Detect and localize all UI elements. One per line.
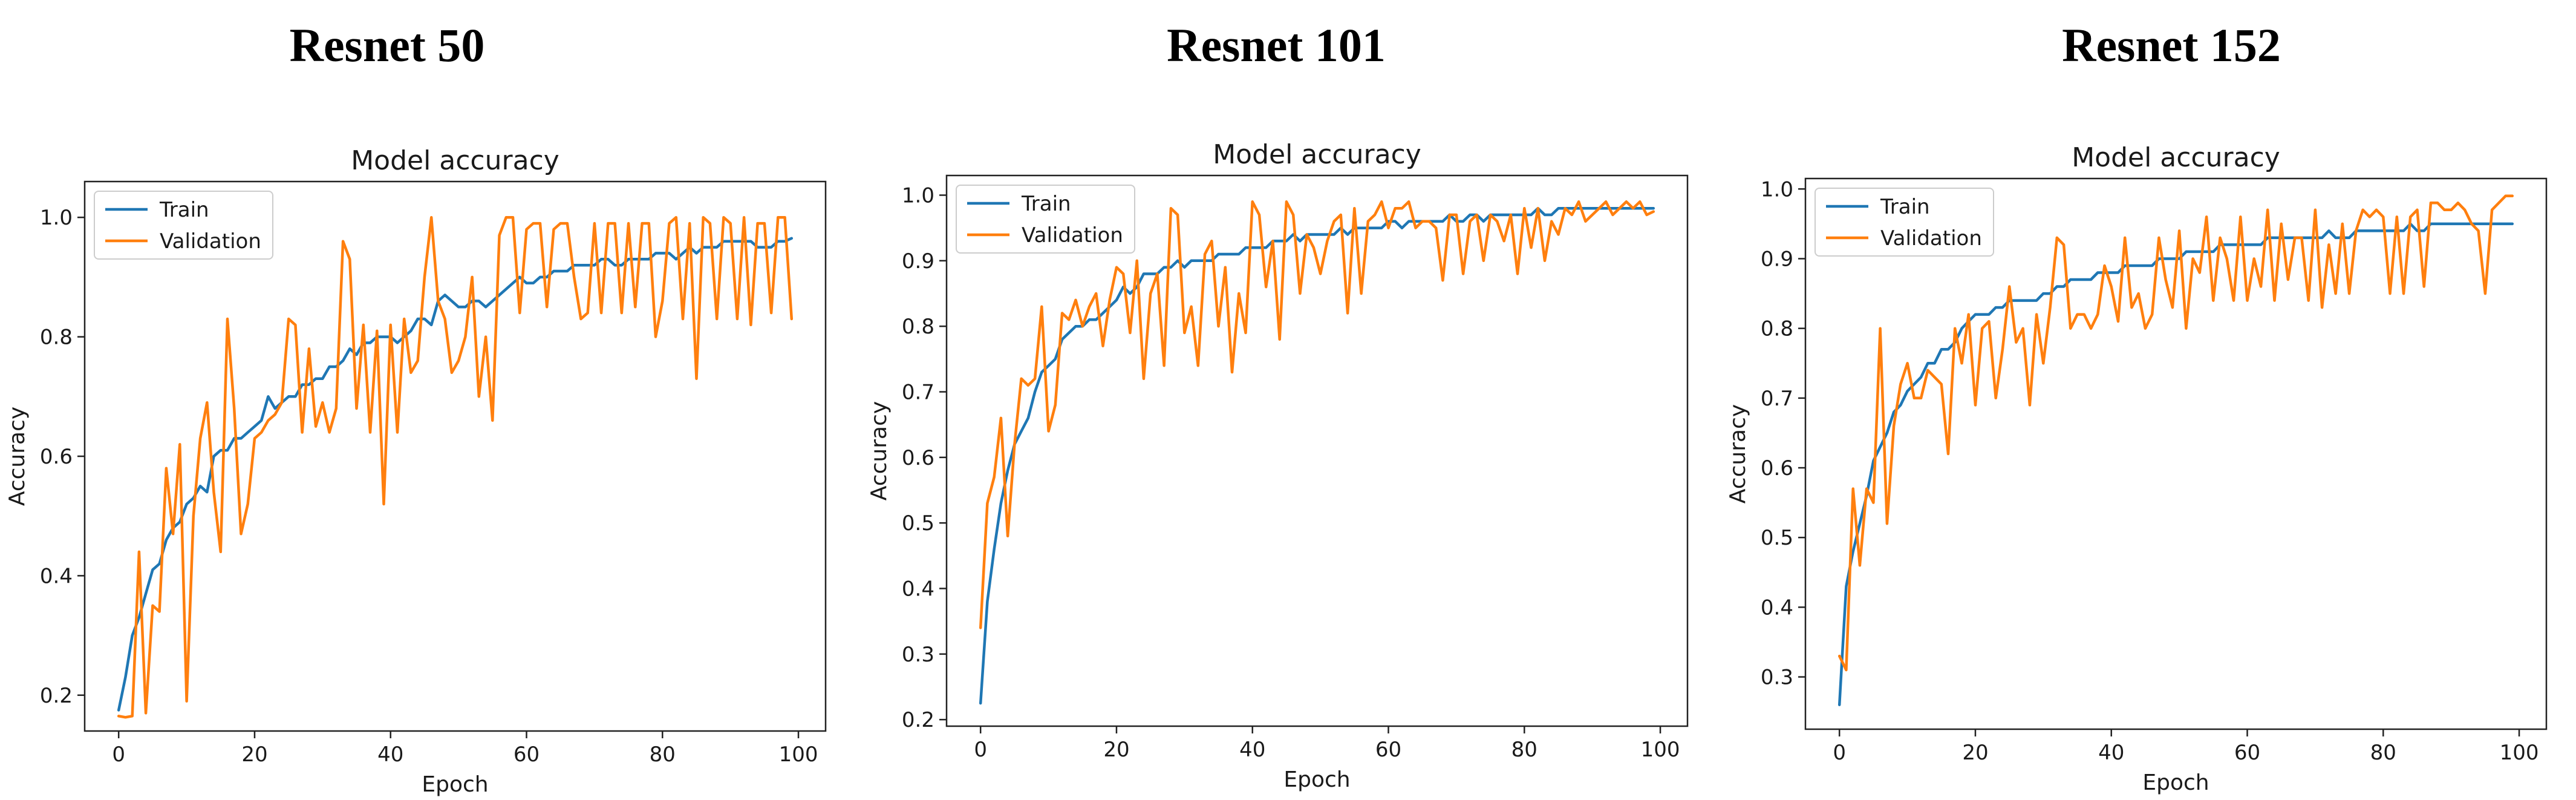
y-axis-label: Accuracy	[5, 407, 30, 506]
y-tick-label: 0.5	[902, 511, 934, 536]
x-tick-label: 100	[2500, 741, 2539, 765]
x-tick-label: 0	[1833, 741, 1846, 765]
legend-label-validation: Validation	[1022, 223, 1123, 248]
x-tick-label: 80	[650, 743, 676, 767]
y-axis-label: Accuracy	[1726, 404, 1750, 503]
x-tick-label: 40	[2098, 741, 2124, 765]
x-tick-label: 60	[2234, 741, 2260, 765]
y-tick-label: 0.4	[1761, 595, 1793, 620]
chart-title: Model accuracy	[351, 145, 559, 176]
series-line-train	[1837, 222, 2514, 706]
y-tick-label: 0.3	[902, 643, 934, 667]
y-tick-label: 0.8	[40, 326, 73, 350]
y-tick-label: 0.9	[1761, 247, 1793, 271]
x-axis-label: Epoch	[422, 772, 488, 797]
x-tick-label: 60	[514, 743, 540, 767]
series-line-train	[979, 206, 1655, 705]
y-tick-label: 0.9	[902, 249, 934, 274]
y-tick-label: 0.6	[1761, 456, 1793, 480]
legend-label-train: Train	[1021, 192, 1071, 216]
plot-frame	[1804, 177, 2548, 730]
x-tick-label: 60	[1375, 738, 1401, 762]
y-axis-label: Accuracy	[867, 401, 892, 500]
legend-label-validation: Validation	[160, 229, 261, 254]
y-tick-label: 0.8	[902, 315, 934, 339]
x-tick-label: 80	[2370, 741, 2396, 765]
x-tick-label: 0	[974, 738, 987, 762]
x-axis-label: Epoch	[1283, 767, 1350, 792]
y-tick-label: 1.0	[902, 184, 934, 208]
y-tick-label: 1.0	[40, 206, 73, 230]
y-tick-label: 0.6	[40, 445, 73, 469]
x-tick-label: 20	[1962, 741, 1988, 765]
legend-label-train: Train	[1880, 195, 1930, 219]
panel-heading-resnet-152: Resnet 152	[2062, 19, 2281, 71]
y-tick-label: 0.8	[1761, 317, 1793, 341]
chart-title: Model accuracy	[2072, 142, 2280, 173]
x-tick-label: 80	[1511, 738, 1537, 762]
series-line-validation	[117, 215, 794, 719]
legend: Train Validation	[956, 185, 1135, 254]
x-tick-label: 40	[1239, 738, 1265, 762]
y-tick-label: 0.3	[1761, 666, 1793, 690]
y-tick-label: 1.0	[1761, 177, 1793, 202]
x-tick-label: 100	[1641, 738, 1680, 762]
y-tick-label: 0.4	[902, 577, 934, 602]
x-axis-label: Epoch	[2142, 770, 2209, 795]
x-tick-label: 20	[1103, 738, 1129, 762]
chart-title: Model accuracy	[1213, 139, 1421, 170]
y-tick-label: 0.6	[902, 446, 934, 470]
y-tick-label: 0.7	[902, 381, 934, 405]
legend-label-validation: Validation	[1880, 226, 1982, 251]
panel-heading-resnet-50: Resnet 50	[289, 19, 485, 71]
legend: Train Validation	[1815, 188, 1994, 257]
series-line-validation	[979, 200, 1655, 629]
y-tick-label: 0.5	[1761, 526, 1793, 550]
series-line-validation	[1837, 194, 2514, 672]
plot-frame	[945, 174, 1689, 727]
legend: Train Validation	[94, 191, 273, 260]
y-tick-label: 0.7	[1761, 387, 1793, 411]
legend-label-train: Train	[159, 198, 209, 222]
x-tick-label: 40	[377, 743, 403, 767]
x-tick-label: 20	[241, 743, 267, 767]
y-tick-label: 0.2	[40, 684, 73, 708]
y-tick-label: 0.4	[40, 564, 73, 588]
y-tick-label: 0.2	[902, 708, 934, 732]
x-tick-label: 0	[112, 743, 125, 767]
panel-heading-resnet-101: Resnet 101	[1167, 19, 1386, 71]
x-tick-label: 100	[779, 743, 818, 767]
